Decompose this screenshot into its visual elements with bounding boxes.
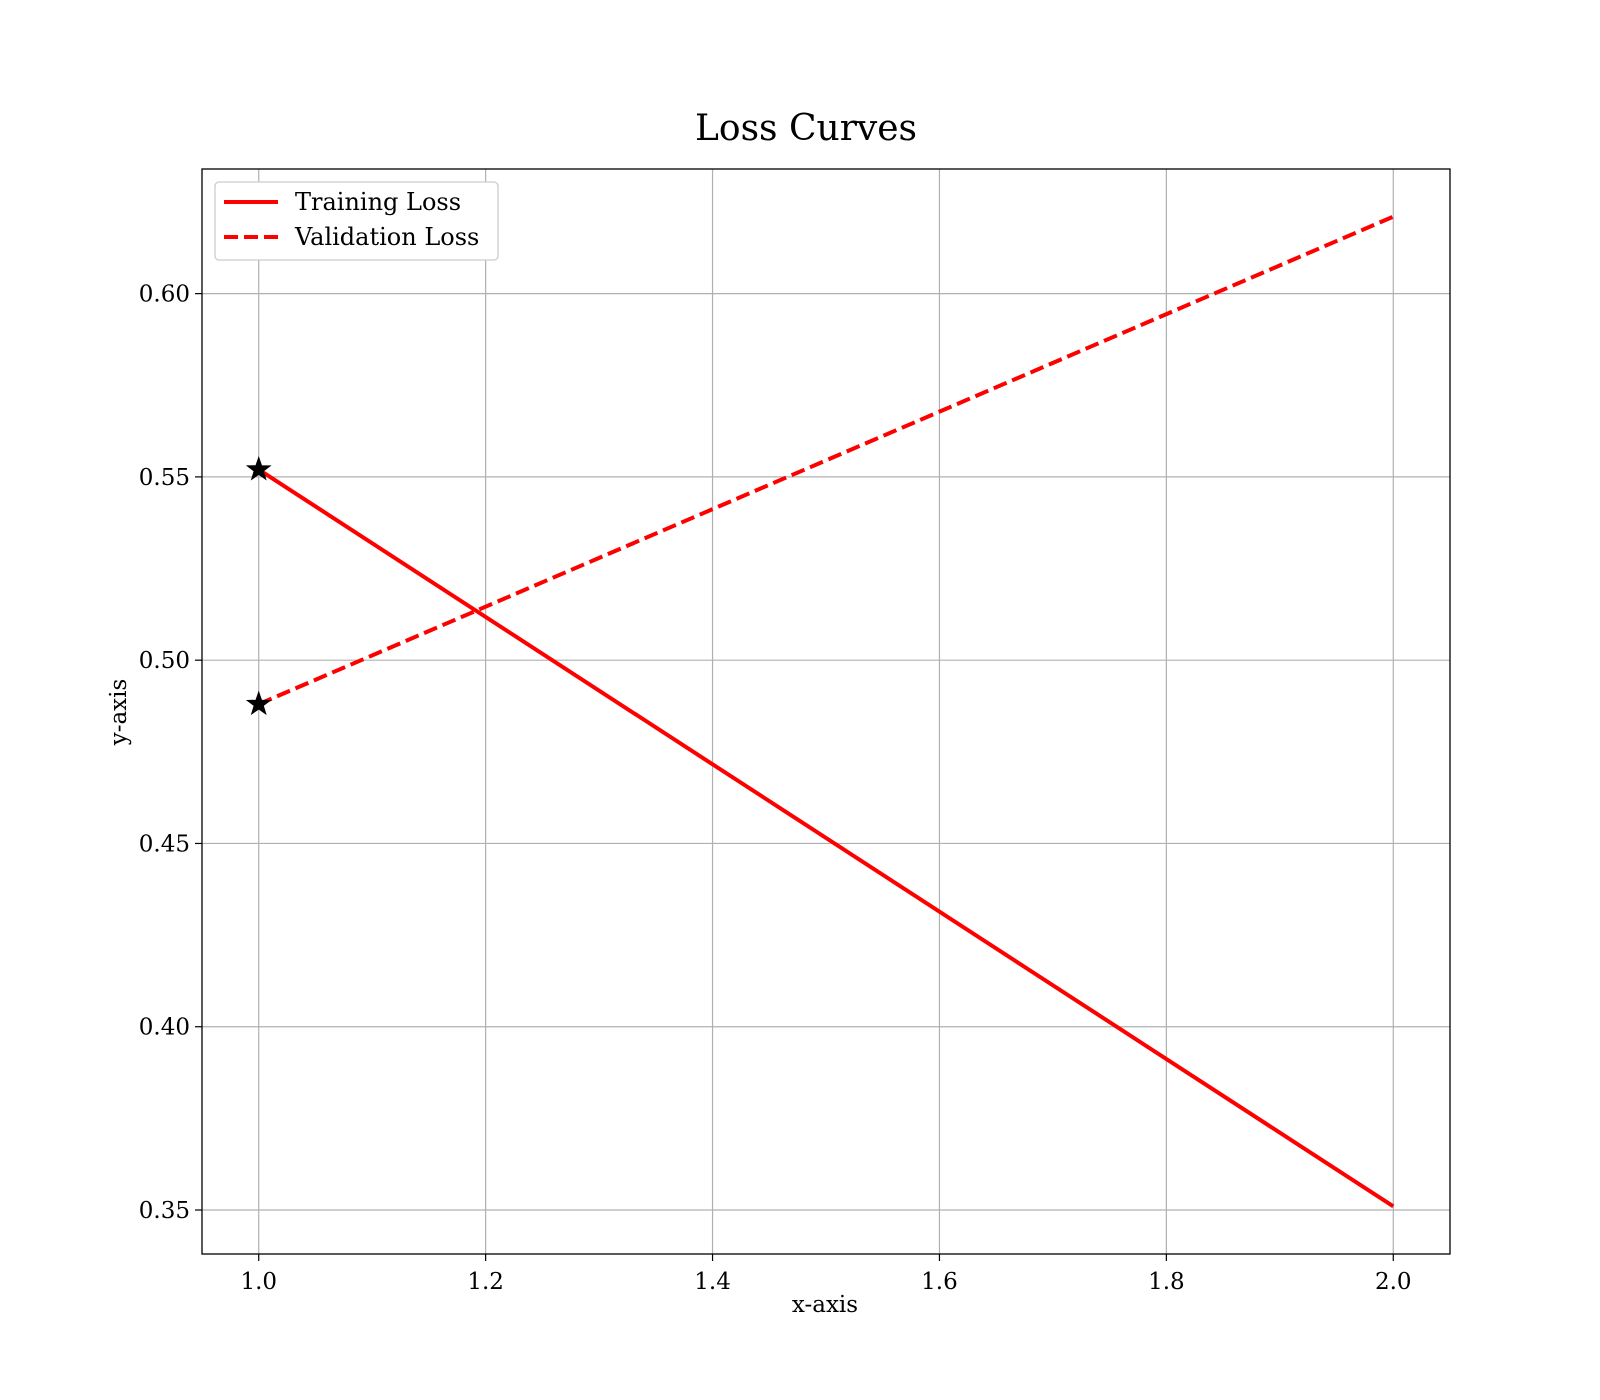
y-tick-label: 0.50 bbox=[139, 648, 190, 674]
x-tick-label: 1.2 bbox=[467, 1269, 504, 1295]
validation-loss-line bbox=[257, 214, 1395, 707]
y-tick-label: 0.45 bbox=[139, 831, 190, 857]
y-axis-label: y-axis bbox=[106, 679, 132, 747]
legend: Training Loss Validation Loss bbox=[214, 181, 499, 261]
training-loss-line bbox=[257, 467, 1395, 1209]
x-tick-label: 1.8 bbox=[1148, 1269, 1185, 1295]
x-tick-label: 1.4 bbox=[694, 1269, 731, 1295]
x-tick-label: 2.0 bbox=[1375, 1269, 1412, 1295]
grid bbox=[202, 169, 1450, 1254]
x-axis-label: x-axis bbox=[792, 1292, 858, 1318]
y-tick-label: 0.55 bbox=[139, 465, 190, 491]
training-loss-legend-label: Training Loss bbox=[295, 188, 461, 216]
validation-loss-legend-label: Validation Loss bbox=[294, 223, 479, 251]
series-lines bbox=[257, 214, 1395, 1209]
x-tick-label: 1.0 bbox=[240, 1269, 277, 1295]
training-loss-start-marker bbox=[245, 456, 272, 481]
y-tick-label: 0.60 bbox=[139, 282, 190, 308]
y-tick-label: 0.40 bbox=[139, 1015, 190, 1041]
x-tick-label: 1.6 bbox=[921, 1269, 958, 1295]
legend-frame bbox=[214, 181, 499, 261]
chart-title: Loss Curves bbox=[695, 108, 917, 149]
y-tick-label: 0.35 bbox=[139, 1198, 190, 1224]
series-markers bbox=[245, 456, 272, 716]
x-axis-ticks: 1.0 1.2 1.4 1.6 1.8 2.0 bbox=[240, 1254, 1412, 1295]
plot-area-frame bbox=[201, 168, 1451, 1255]
validation-loss-start-marker bbox=[245, 690, 272, 716]
y-axis-ticks: 0.35 0.40 0.45 0.50 0.55 0.60 bbox=[139, 282, 202, 1224]
